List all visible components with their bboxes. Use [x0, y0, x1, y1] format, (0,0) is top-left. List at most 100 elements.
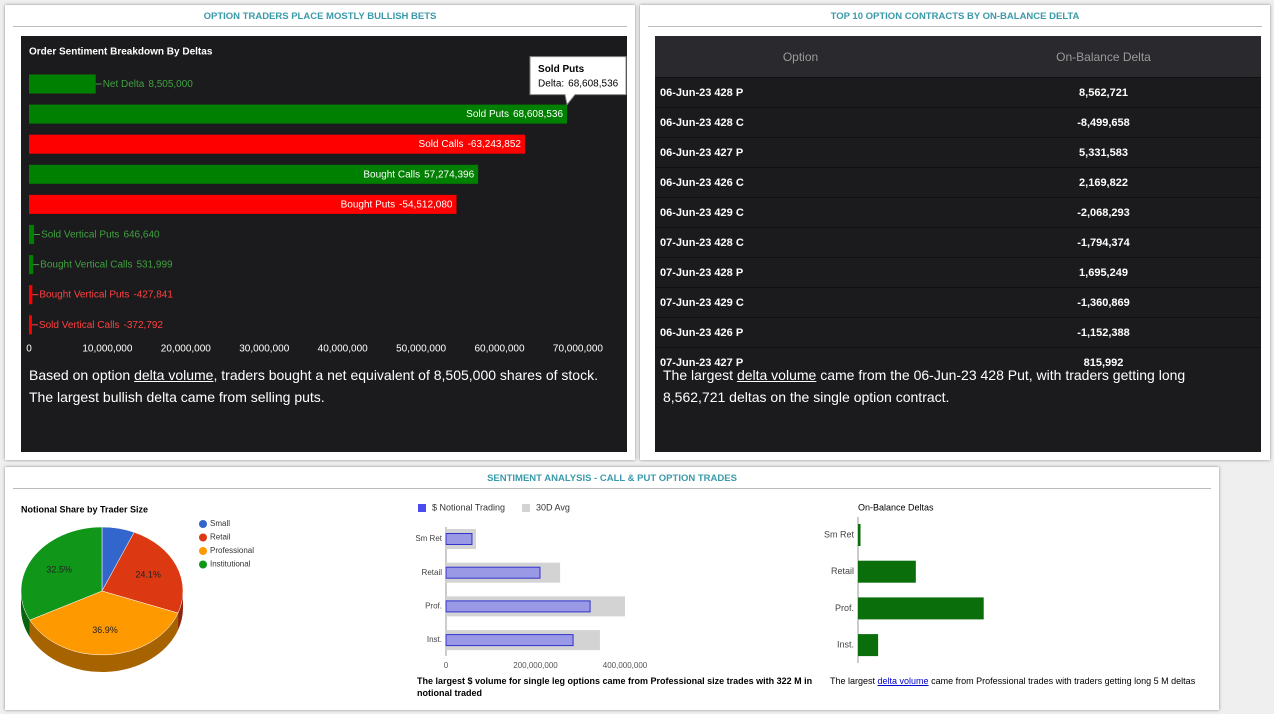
category-label: Inst. [427, 635, 442, 644]
tooltip-label: Delta: [538, 78, 564, 89]
tooltip-value: 68,608,536 [568, 78, 618, 89]
category-label: Prof. [425, 602, 442, 611]
bar-label-value: 8,505,000 [148, 79, 193, 90]
bar-label-value: 57,274,396 [424, 169, 474, 180]
chart-title: Order Sentiment Breakdown By Deltas [29, 47, 213, 58]
bar-label-value: -54,512,080 [399, 199, 453, 210]
table-cell: 815,992 [946, 347, 1261, 377]
bar-label-value: -372,792 [124, 319, 164, 330]
legend-label: $ Notional Trading [432, 502, 505, 512]
slice-label: 36.9% [92, 625, 118, 635]
table-cell: 8,562,721 [946, 77, 1261, 108]
bar-label: Bought Vertical Calls 531,999 [40, 259, 173, 270]
table-row: 07-Jun-23 429 C -1,360,869 [655, 287, 1261, 318]
bar [858, 560, 916, 583]
bar-label-name: Sold Puts [466, 109, 509, 120]
caption-text: Based on option [29, 367, 135, 383]
table-row: 06-Jun-23 427 P 5,331,583 [655, 137, 1261, 168]
bar-label-name: Bought Vertical Puts [39, 289, 129, 300]
caption-text: The largest [830, 676, 878, 686]
bar [29, 225, 35, 244]
x-tick-label: 30,000,000 [239, 344, 289, 355]
table-cell: -1,152,388 [946, 317, 1261, 348]
x-tick-label: 20,000,000 [161, 344, 211, 355]
bar-label: Bought Puts -54,512,080 [341, 199, 453, 210]
caption: Based on option delta volume, traders bo… [29, 364, 625, 408]
bar-label: Bought Calls 57,274,396 [363, 169, 474, 180]
bar [858, 524, 861, 546]
table-cell: 06-Jun-23 428 P [655, 77, 946, 108]
bar [858, 634, 879, 657]
bar [858, 597, 984, 620]
legend-label: 30D Avg [536, 502, 570, 512]
bar [445, 634, 574, 647]
bar [29, 134, 525, 154]
bar-label-value: -63,243,852 [468, 139, 522, 150]
table-cell: -1,794,374 [946, 227, 1261, 258]
x-tick-label: 200,000,000 [513, 661, 558, 670]
bar [445, 566, 541, 579]
legend-swatch [199, 520, 207, 528]
x-tick-label: 10,000,000 [82, 344, 132, 355]
bar [29, 104, 568, 124]
column-header: Option [655, 36, 946, 78]
category-label: Retail [422, 568, 443, 577]
link[interactable]: delta volume [134, 367, 214, 383]
chart-title: Notional Share by Trader Size [21, 504, 148, 514]
tooltip-title: Sold Puts [538, 64, 585, 75]
table-row: 06-Jun-23 429 C -2,068,293 [655, 197, 1261, 228]
category-label: Sm Ret [415, 534, 442, 543]
legend-swatch [522, 504, 530, 512]
category-label: Inst. [837, 639, 854, 649]
caption-text: came from the 06-Jun-23 428 Put, with tr… [663, 367, 1186, 405]
table-cell: -2,068,293 [946, 197, 1261, 228]
pie-side [29, 613, 179, 672]
table-cell: 06-Jun-23 429 C [655, 197, 946, 228]
bar-label-name: Bought Vertical Calls [40, 259, 132, 270]
bar-label-name: Bought Calls [363, 169, 420, 180]
table-row: 06-Jun-23 428 P 8,562,721 [655, 77, 1261, 108]
table-cell: 1,695,249 [946, 257, 1261, 288]
table-cell: 07-Jun-23 428 C [655, 227, 946, 258]
caption-line: Based on option delta volume, traders bo… [29, 364, 625, 386]
caption: The largest $ volume for single leg opti… [417, 676, 813, 698]
table-cell: 07-Jun-23 427 P [655, 347, 946, 377]
x-tick-label: 0 [444, 661, 449, 670]
table-cell: 2,169,822 [946, 167, 1261, 198]
link[interactable]: delta volume [877, 676, 929, 686]
bar-label-name: Sold Vertical Puts [41, 229, 119, 240]
bar [29, 255, 34, 275]
table-cell: 5,331,583 [946, 137, 1261, 168]
panel: SENTIMENT ANALYSIS - CALL & PUT OPTION T… [5, 467, 1219, 710]
table-cell: -8,499,658 [946, 107, 1261, 138]
table-row: 07-Jun-23 428 P 1,695,249 [655, 257, 1261, 288]
table: Option On-Balance Delta 06-Jun-23 428 P 8,5… [655, 36, 1261, 377]
table-cell: 06-Jun-23 428 C [655, 107, 946, 138]
link[interactable]: delta volume [736, 367, 817, 383]
legend-swatch [199, 560, 207, 569]
table-cell: 07-Jun-23 429 C [655, 287, 946, 318]
caption-text: The largest [663, 367, 737, 383]
table-row: 06-Jun-23 426 C 2,169,822 [655, 167, 1261, 198]
legend-label: Professional [210, 546, 254, 555]
caption-line: The largest bullish delta came from sell… [29, 389, 325, 405]
table-row: 06-Jun-23 426 P -1,152,388 [655, 317, 1261, 348]
legend-swatch [199, 547, 207, 555]
table-cell: 06-Jun-23 427 P [655, 137, 946, 168]
table-cell: 07-Jun-23 428 P [655, 257, 946, 288]
caption: The largest delta volume came from Profe… [830, 675, 1215, 687]
bar [29, 285, 33, 305]
bar-label: Sold Calls -63,243,852 [419, 139, 522, 150]
table-cell: 06-Jun-23 426 C [655, 167, 946, 198]
table-cell: 06-Jun-23 426 P [655, 317, 946, 348]
bar-label-value: 68,608,536 [513, 109, 563, 120]
panel: TOP 10 OPTION CONTRACTS BY ON-BALANCE DE… [640, 5, 1270, 460]
legend-swatch [418, 504, 426, 512]
bar-label: Sold Vertical Puts 646,640 [41, 229, 160, 240]
chart-title: On-Balance Deltas [858, 502, 934, 512]
slice-label: 32.5% [46, 565, 72, 575]
x-tick-label: 60,000,000 [474, 344, 524, 355]
bar-label: Bought Vertical Puts -427,841 [39, 289, 173, 300]
